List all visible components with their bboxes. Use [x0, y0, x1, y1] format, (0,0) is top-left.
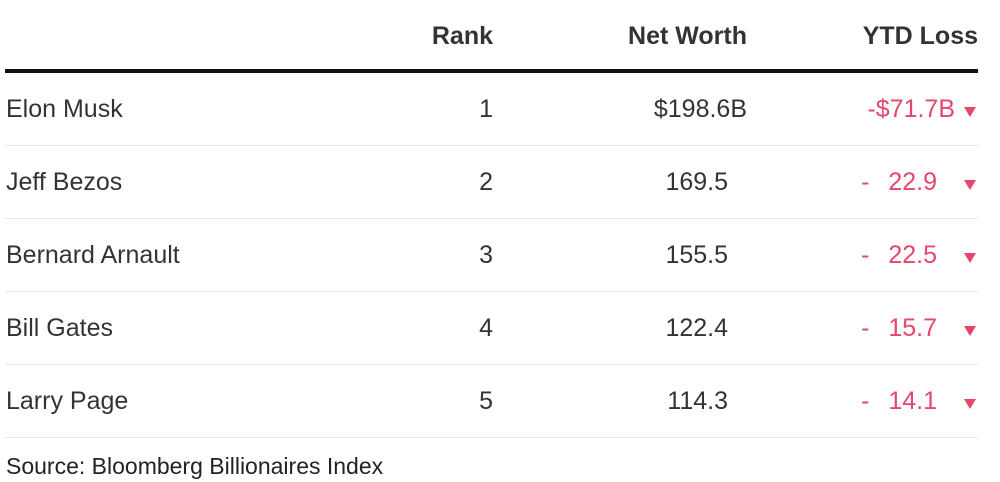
rank-cell: 1 [479, 95, 493, 123]
header-cell: Net Worth [628, 22, 747, 50]
ytd-loss-cell: - 22.5 [861, 241, 937, 269]
net-worth-cell: 114.3 [667, 387, 728, 415]
rank-cell: 3 [479, 241, 493, 269]
net-worth-cell: $198.6B [653, 95, 747, 123]
down-arrow-icon [964, 326, 976, 336]
name-cell: Elon Musk [6, 95, 123, 123]
name-cell: Jeff Bezos [6, 168, 123, 196]
header-cell: YTD Loss [862, 22, 978, 50]
rank-cell: 4 [479, 314, 493, 342]
name-cell: Larry Page [6, 387, 129, 415]
name-cell: Bill Gates [6, 314, 113, 342]
header-cell: Rank [431, 22, 493, 50]
ytd-loss-cell: -$71.7B [867, 95, 955, 123]
net-worth-cell: 169.5 [665, 168, 728, 196]
row-rule [5, 291, 978, 292]
rank-cell: 2 [479, 168, 493, 196]
down-arrow-icon [964, 399, 976, 409]
rank-cell: 5 [479, 387, 493, 415]
down-arrow-icon [964, 253, 976, 263]
row-rule [5, 364, 978, 365]
row-rule [5, 218, 978, 219]
ytd-loss-cell: - 15.7 [861, 314, 937, 342]
down-arrow-icon [964, 180, 976, 190]
source-note: Source: Bloomberg Billionaires Index [6, 453, 384, 479]
ytd-loss-cell: - 14.1 [861, 387, 937, 415]
row-rule [5, 437, 978, 438]
net-worth-cell: 122.4 [665, 314, 728, 342]
ytd-loss-cell: - 22.9 [861, 168, 937, 196]
net-worth-cell: 155.5 [665, 241, 728, 269]
name-cell: Bernard Arnault [6, 241, 180, 269]
header-rule [5, 69, 978, 73]
row-rule [5, 145, 978, 146]
down-arrow-icon [964, 107, 976, 117]
